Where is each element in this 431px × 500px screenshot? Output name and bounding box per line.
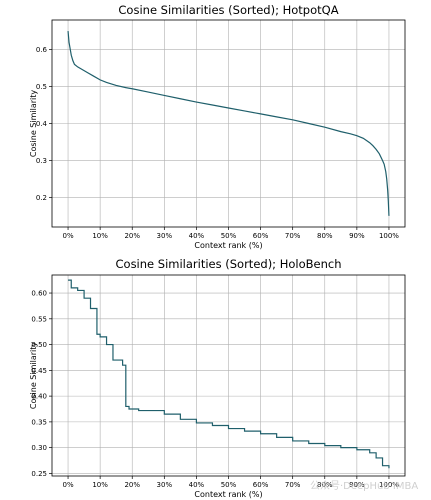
series-line — [67, 31, 390, 216]
x-tick-label: 10% — [92, 481, 108, 489]
x-tick-label: 30% — [157, 232, 173, 240]
x-tick-label: 0% — [62, 481, 73, 489]
x-tick-label: 80% — [317, 232, 333, 240]
y-tick-label: 0.40 — [31, 393, 47, 401]
x-tick-label: 20% — [124, 232, 140, 240]
watermark-text: 公众号·DeepHub IMBA — [310, 480, 418, 492]
y-tick-label: 0.30 — [31, 444, 47, 452]
y-tick-label: 0.6 — [36, 46, 48, 54]
x-tick-label: 40% — [189, 232, 205, 240]
x-tick-label: 10% — [92, 232, 108, 240]
x-tick-label: 100% — [379, 481, 399, 489]
x-tick-label: 80% — [317, 481, 333, 489]
x-tick-label: 70% — [285, 232, 301, 240]
y-tick-label: 0.25 — [31, 470, 47, 478]
y-axis-label: Cosine Similarity — [29, 342, 38, 409]
x-tick-label: 20% — [124, 481, 140, 489]
chart-title: Cosine Similarities (Sorted); HotpotQA — [118, 3, 338, 17]
x-axis-label: Context rank (%) — [194, 241, 262, 250]
y-tick-label: 0.55 — [31, 315, 47, 323]
x-tick-label: 40% — [189, 481, 205, 489]
y-tick-label: 0.60 — [31, 290, 47, 298]
chart-hotpotqa: Cosine Similarities (Sorted); HotpotQA 0%… — [29, 3, 406, 250]
x-tick-label: 70% — [285, 481, 301, 489]
x-tick-label: 50% — [221, 481, 237, 489]
x-tick-label: 90% — [349, 232, 365, 240]
x-tick-label: 0% — [62, 232, 73, 240]
y-tick-label: 0.5 — [36, 83, 47, 91]
x-tick-label: 100% — [379, 232, 399, 240]
y-tick-label: 0.50 — [31, 341, 47, 349]
y-tick-label: 0.35 — [31, 418, 47, 426]
x-tick-label: 90% — [349, 481, 365, 489]
chart-title: Cosine Similarities (Sorted); HoloBench — [116, 257, 342, 271]
y-tick-label: 0.45 — [31, 367, 47, 375]
x-tick-label: 60% — [253, 232, 269, 240]
chart-holobench: Cosine Similarities (Sorted); HoloBench 0… — [29, 257, 406, 499]
x-axis-label: Context rank (%) — [194, 490, 262, 499]
y-tick-label: 0.3 — [36, 157, 47, 165]
series-line — [68, 279, 390, 469]
x-tick-label: 30% — [157, 481, 173, 489]
y-tick-label: 0.2 — [36, 194, 47, 202]
y-tick-label: 0.4 — [36, 120, 48, 128]
x-tick-label: 60% — [253, 481, 269, 489]
x-tick-label: 50% — [221, 232, 237, 240]
y-axis-label: Cosine Similarity — [29, 90, 38, 157]
